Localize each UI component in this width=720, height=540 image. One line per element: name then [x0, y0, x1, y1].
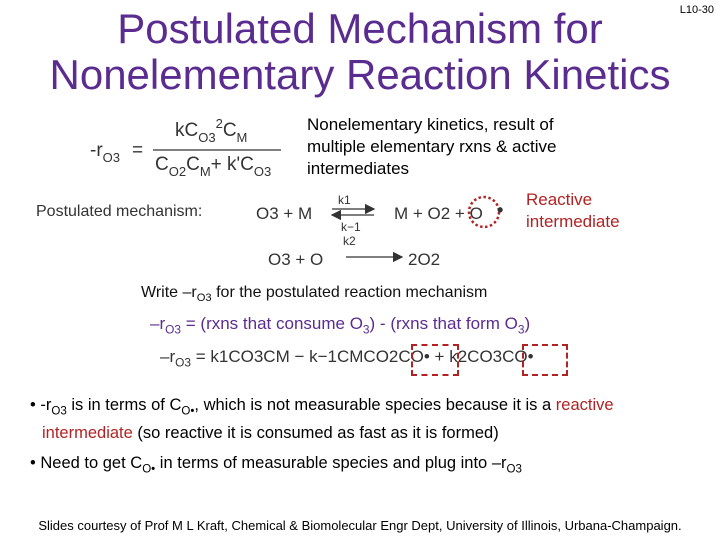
- step1-k-forward: k1: [338, 193, 351, 207]
- step1-products: M + O2 + O: [394, 204, 483, 223]
- bullet-2: • Need to get CO• in terms of measurable…: [30, 454, 522, 476]
- reactive-intermediate-label: Reactive intermediate: [526, 190, 620, 231]
- bullet-list: • -rO3 is in terms of CO•, which is not …: [30, 394, 700, 489]
- postulated-mechanism-label: Postulated mechanism:: [36, 203, 203, 220]
- svg-text:-rO3: -rO3: [90, 140, 120, 165]
- write-instruction: Write –rO3 for the postulated reaction m…: [141, 284, 488, 305]
- svg-text:=: =: [132, 140, 143, 161]
- credit-line: Slides courtesy of Prof M L Kraft, Chemi…: [38, 518, 682, 533]
- step2-k-forward: k2: [343, 234, 356, 248]
- bullet-1: • -rO3 is in terms of CO•, which is not …: [30, 396, 614, 443]
- step1-k-reverse: k−1: [341, 220, 361, 234]
- highlight-box-1: [411, 344, 459, 376]
- rate-expression: –rO3 = k1CO3CM − k−1CMCO2CO• + k2CO3CO•: [160, 347, 534, 370]
- step2-reactants: O3 + O: [268, 250, 323, 269]
- title-line-2: Nonelementary Reaction Kinetics: [49, 51, 671, 98]
- consume-form-equation: –rO3 = (rxns that consume O3) - (rxns th…: [150, 314, 531, 337]
- nonelementary-note: Nonelementary kinetics, result of multip…: [307, 115, 557, 178]
- reactive-intermediate-circle: [467, 195, 501, 229]
- rate-law-equation: -rO3 = kCO32CM CO2CM+ k'CO3: [90, 116, 281, 179]
- svg-text:kCO32CM: kCO32CM: [175, 116, 247, 145]
- step2-products: 2O2: [408, 250, 440, 269]
- mechanism-steps: O3 + M k1 k−1 M + O2 + O • O3 + O k2 2O2: [256, 193, 503, 269]
- title-line-1: Postulated Mechanism for: [117, 5, 603, 52]
- slide-title: Postulated Mechanism for Nonelementary R…: [0, 6, 720, 98]
- svg-text:•: •: [497, 200, 503, 220]
- slide-number: L10-30: [679, 4, 714, 16]
- svg-text:CO2CM+ k'CO3: CO2CM+ k'CO3: [155, 154, 271, 179]
- step1-reactants: O3 + M: [256, 204, 312, 223]
- highlight-box-2: [522, 344, 568, 376]
